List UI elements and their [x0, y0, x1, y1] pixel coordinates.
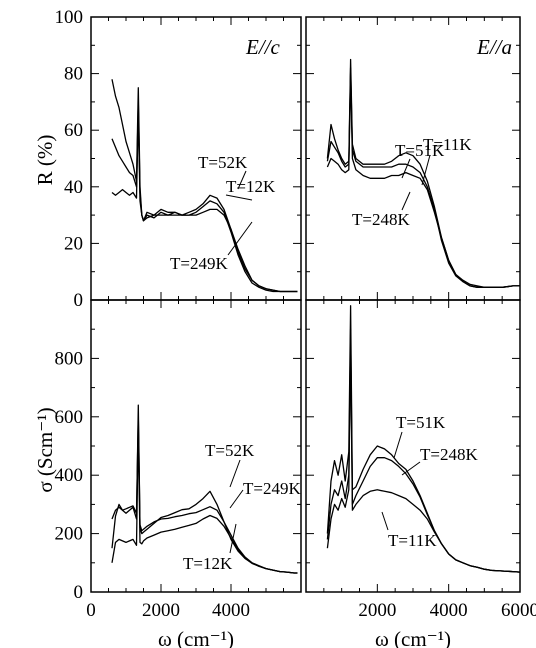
series-line — [326, 343, 521, 573]
y-tick-label: 80 — [64, 64, 83, 85]
y-tick-label: 40 — [64, 177, 83, 198]
y-tick-label: 0 — [74, 582, 84, 603]
annotation-t52k-s: T=52K — [205, 441, 255, 460]
y-tick-label: 20 — [64, 233, 83, 254]
annotation-t12k-s: T=12K — [183, 554, 233, 573]
annotation-arrow — [401, 191, 411, 211]
x-tick-label: 0 — [86, 600, 96, 621]
panel-bottom-left: 0 200 400 600 800 0 2000 4000 — [55, 299, 302, 621]
annotation-arrow — [401, 461, 421, 476]
annotation-t248k-s: T=248K — [420, 445, 478, 464]
y-tick-label: 0 — [74, 290, 84, 311]
series-line — [326, 72, 520, 288]
plot-frame — [90, 299, 302, 593]
panel-bottom-right: 2000 4000 6000 — [305, 299, 536, 621]
ylabel-reflectivity: R (%) — [33, 135, 57, 186]
annotation-t248k-r: T=248K — [352, 210, 410, 229]
annotation-t249k-s: T=249K — [243, 479, 301, 498]
annotation-arrow — [225, 194, 253, 201]
y-tick-label: 100 — [55, 7, 84, 28]
annotation-arrow — [229, 459, 241, 488]
annotation-arrow — [229, 489, 244, 509]
x-tick-label: 2000 — [358, 600, 396, 621]
annotation-arrow — [237, 170, 247, 190]
annotation-t52k-r: T=52K — [198, 153, 248, 172]
annotation-arrow — [393, 431, 403, 459]
polarization-label-a: E//a — [476, 35, 512, 59]
annotation-arrow — [227, 221, 253, 256]
annotation-t11k-s: T=11K — [388, 531, 437, 550]
x-tick-label: 6000 — [501, 600, 536, 621]
annotation-arrow — [229, 523, 237, 554]
series-line — [111, 427, 298, 574]
y-tick-label: 60 — [64, 120, 83, 141]
annotation-t51k-s: T=51K — [396, 413, 446, 432]
polarization-label-c: E//c — [245, 35, 280, 59]
xlabel-left: ω (cm⁻¹) — [158, 627, 234, 648]
y-tick-label: 200 — [55, 524, 84, 545]
annotation-arrow — [381, 511, 389, 531]
x-tick-label: 4000 — [212, 600, 250, 621]
annotation-arrow — [421, 154, 431, 186]
x-tick-label: 2000 — [142, 600, 180, 621]
annotation-arrow — [401, 158, 411, 179]
y-tick-label: 600 — [55, 407, 84, 428]
x-tick-label: 4000 — [430, 600, 468, 621]
annotation-t249k-r: T=249K — [170, 254, 228, 273]
series-line — [111, 112, 298, 293]
series-line — [326, 58, 520, 288]
y-tick-label: 800 — [55, 348, 84, 369]
annotation-t11k-r: T=11K — [423, 135, 472, 154]
annotation-t12k-r: T=12K — [226, 177, 276, 196]
ylabel-conductivity: σ (Scm⁻¹) — [33, 407, 57, 492]
xlabel-right: ω (cm⁻¹) — [375, 627, 451, 648]
annotation-t51k-r: T=51K — [395, 141, 445, 160]
y-tick-label: 400 — [55, 465, 84, 486]
